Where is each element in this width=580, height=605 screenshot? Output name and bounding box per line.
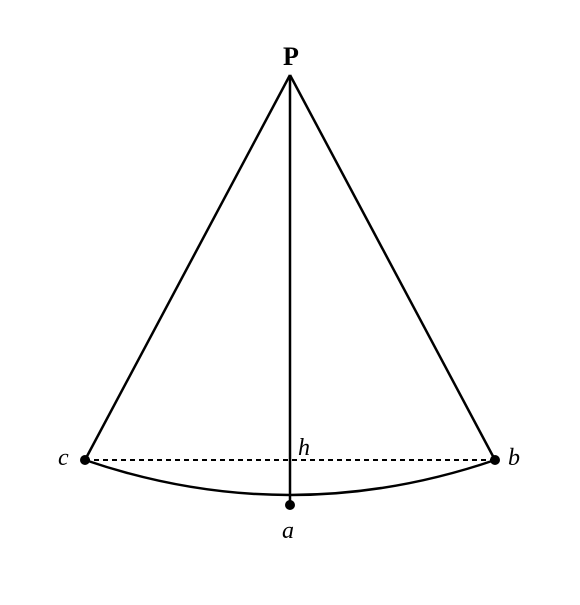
label-c: c <box>58 445 69 472</box>
label-b: b <box>508 445 520 472</box>
pendulum-cone-diagram: P c b a h <box>0 0 580 600</box>
diagram-svg <box>0 0 580 600</box>
label-a: a <box>282 518 294 545</box>
line-Pc <box>85 75 290 460</box>
point-c-dot <box>80 455 90 465</box>
line-Pb <box>290 75 495 460</box>
point-a-dot <box>285 500 295 510</box>
point-b-dot <box>490 455 500 465</box>
label-P: P <box>283 42 299 72</box>
label-h: h <box>298 435 310 462</box>
